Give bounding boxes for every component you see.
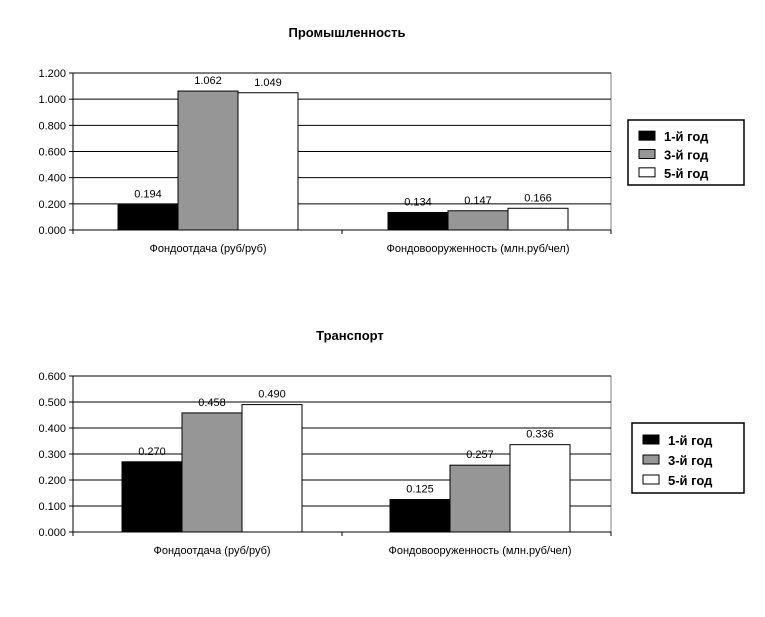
y-tick-label: 0.400 [38, 423, 66, 435]
legend-swatch [638, 167, 656, 178]
y-tick-label: 0.000 [38, 225, 66, 237]
data-label: 1.062 [194, 75, 222, 87]
y-tick-label: 1.200 [38, 68, 66, 80]
y-tick-label: 0.200 [38, 475, 66, 487]
data-label: 1.049 [254, 77, 282, 89]
legend: 1-й год 3-й год 5-й год [631, 422, 745, 494]
data-label: 0.134 [404, 196, 432, 208]
data-label: 0.194 [134, 189, 162, 201]
legend-label: 3-й год [668, 453, 713, 468]
legend-label: 1-й год [664, 129, 709, 144]
legend-label: 1-й год [668, 433, 713, 448]
chart-2: Транспорт 0.000 0.100 0.200 0.300 0.400 0.500 0… [38, 328, 745, 557]
bar [387, 211, 449, 231]
data-label: 0.458 [198, 397, 226, 409]
data-label: 0.166 [524, 192, 552, 204]
bar [121, 461, 183, 533]
bar [509, 444, 571, 533]
data-label: 0.147 [464, 195, 492, 207]
bar [237, 92, 299, 231]
chart-title: Промышленность [289, 25, 406, 40]
legend: 1-й год 3-й год 5-й год [627, 119, 745, 186]
legend-label: 3-й год [664, 148, 709, 163]
legend-swatch [642, 434, 660, 445]
legend-label: 5-й год [664, 166, 709, 181]
legend-swatch [638, 149, 656, 159]
category-label: Фондовооруженность (млн.руб/чел) [388, 545, 571, 557]
category-label: Фондовооруженность (млн.руб/чел) [386, 243, 569, 255]
legend-label: 5-й год [668, 473, 713, 488]
data-label: 0.257 [466, 449, 494, 461]
bar [389, 499, 451, 533]
bar [117, 204, 179, 231]
chart-1: Промышленность 0.000 0.200 0.400 0.600 0.800 1… [38, 25, 745, 255]
y-tick-label: 0.100 [38, 501, 66, 513]
data-label: 0.270 [138, 446, 166, 458]
y-tick-label: 0.600 [38, 147, 66, 159]
y-tick-label: 0.000 [38, 527, 66, 539]
legend-swatch [642, 474, 660, 485]
bar [177, 90, 239, 231]
category-label: Фондоотдача (руб/руб) [153, 545, 270, 557]
data-label: 0.125 [406, 484, 434, 496]
category-label: Фондоотдача (руб/руб) [149, 243, 266, 255]
legend-swatch [638, 130, 656, 141]
bar [447, 210, 509, 231]
y-tick-label: 0.800 [38, 120, 66, 132]
data-label: 0.336 [526, 429, 554, 441]
y-tick-label: 0.200 [38, 199, 66, 211]
bar [241, 404, 303, 533]
y-tick-label: 0.600 [38, 371, 66, 383]
bar [507, 207, 569, 231]
y-tick-label: 0.400 [38, 173, 66, 185]
y-tick-label: 1.000 [38, 94, 66, 106]
legend-swatch [642, 454, 660, 465]
data-label: 0.490 [258, 389, 286, 401]
chart-title: Транспорт [316, 328, 384, 343]
y-tick-label: 0.300 [38, 449, 66, 461]
bar [449, 464, 511, 533]
bar [181, 412, 243, 533]
y-tick-label: 0.500 [38, 397, 66, 409]
